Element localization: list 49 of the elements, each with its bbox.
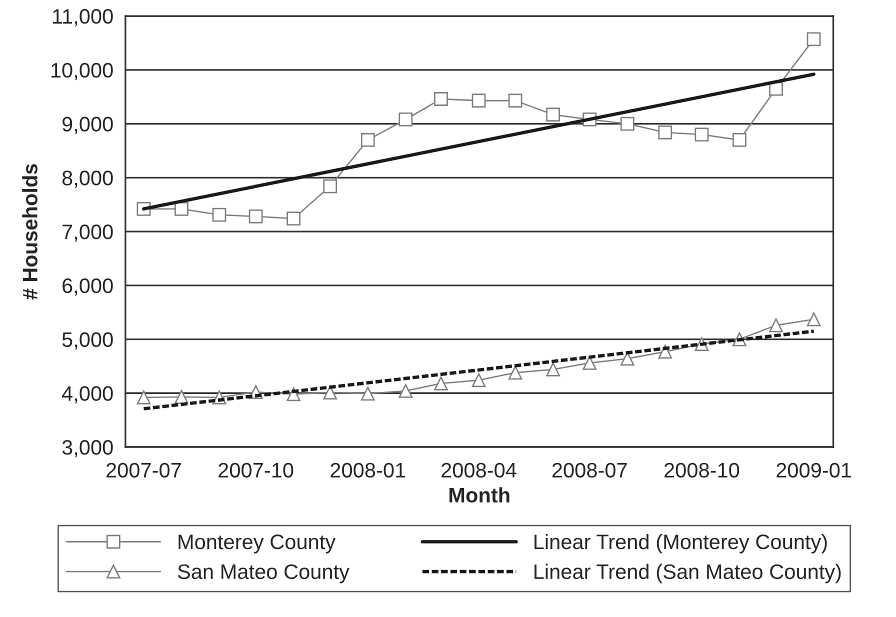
x-tick-label: 2009-01 (776, 462, 852, 478)
point (546, 362, 560, 376)
x-tick-label: 2007-10 (218, 462, 294, 478)
point (694, 128, 709, 142)
point (658, 125, 672, 140)
point (434, 92, 448, 106)
y-tick-label: 5,000 (62, 332, 113, 350)
x-tick-label: 2008-07 (552, 462, 627, 478)
point (174, 202, 188, 216)
point (434, 376, 448, 390)
point (620, 352, 634, 366)
y-tick-label: 6,000 (62, 278, 113, 296)
point (806, 32, 821, 46)
x-axis-title: Month (450, 487, 510, 503)
point (398, 112, 413, 126)
point (620, 116, 634, 131)
point (508, 366, 522, 380)
x-tick-label: 2007-07 (106, 462, 181, 478)
point (472, 373, 486, 388)
y-tick-label: 10,000 (52, 62, 113, 80)
point (286, 212, 301, 226)
x-tick-label: 2008-10 (664, 462, 740, 478)
y-tick-label: 3,000 (62, 440, 113, 458)
y-tick-label: 8,000 (62, 170, 113, 188)
point (508, 94, 522, 108)
point (323, 179, 338, 194)
y-tick-label: 11,000 (53, 9, 113, 26)
point (248, 210, 263, 224)
point (360, 386, 375, 401)
legend-label: San Mateo County (178, 564, 350, 584)
point (732, 133, 746, 147)
legend-label: Monterey County (178, 534, 336, 554)
point (360, 133, 375, 147)
y-tick-label: 7,000 (62, 224, 113, 242)
x-tick-label: 2008-01 (330, 462, 406, 478)
point (806, 312, 821, 326)
legend-label: Linear Trend (San Mateo County) (534, 564, 841, 584)
point (546, 108, 560, 122)
point (136, 390, 151, 404)
x-tick-label: 2008-04 (442, 462, 516, 478)
point (472, 94, 486, 108)
point (323, 386, 338, 400)
point (398, 384, 413, 398)
y-tick-label: 4,000 (62, 386, 113, 404)
y-axis-title: # Households (22, 164, 38, 300)
point (212, 208, 226, 222)
point (769, 318, 783, 332)
legend-label: Linear Trend (Monterey County) (534, 534, 827, 554)
y-tick-label: 9,000 (62, 116, 113, 134)
